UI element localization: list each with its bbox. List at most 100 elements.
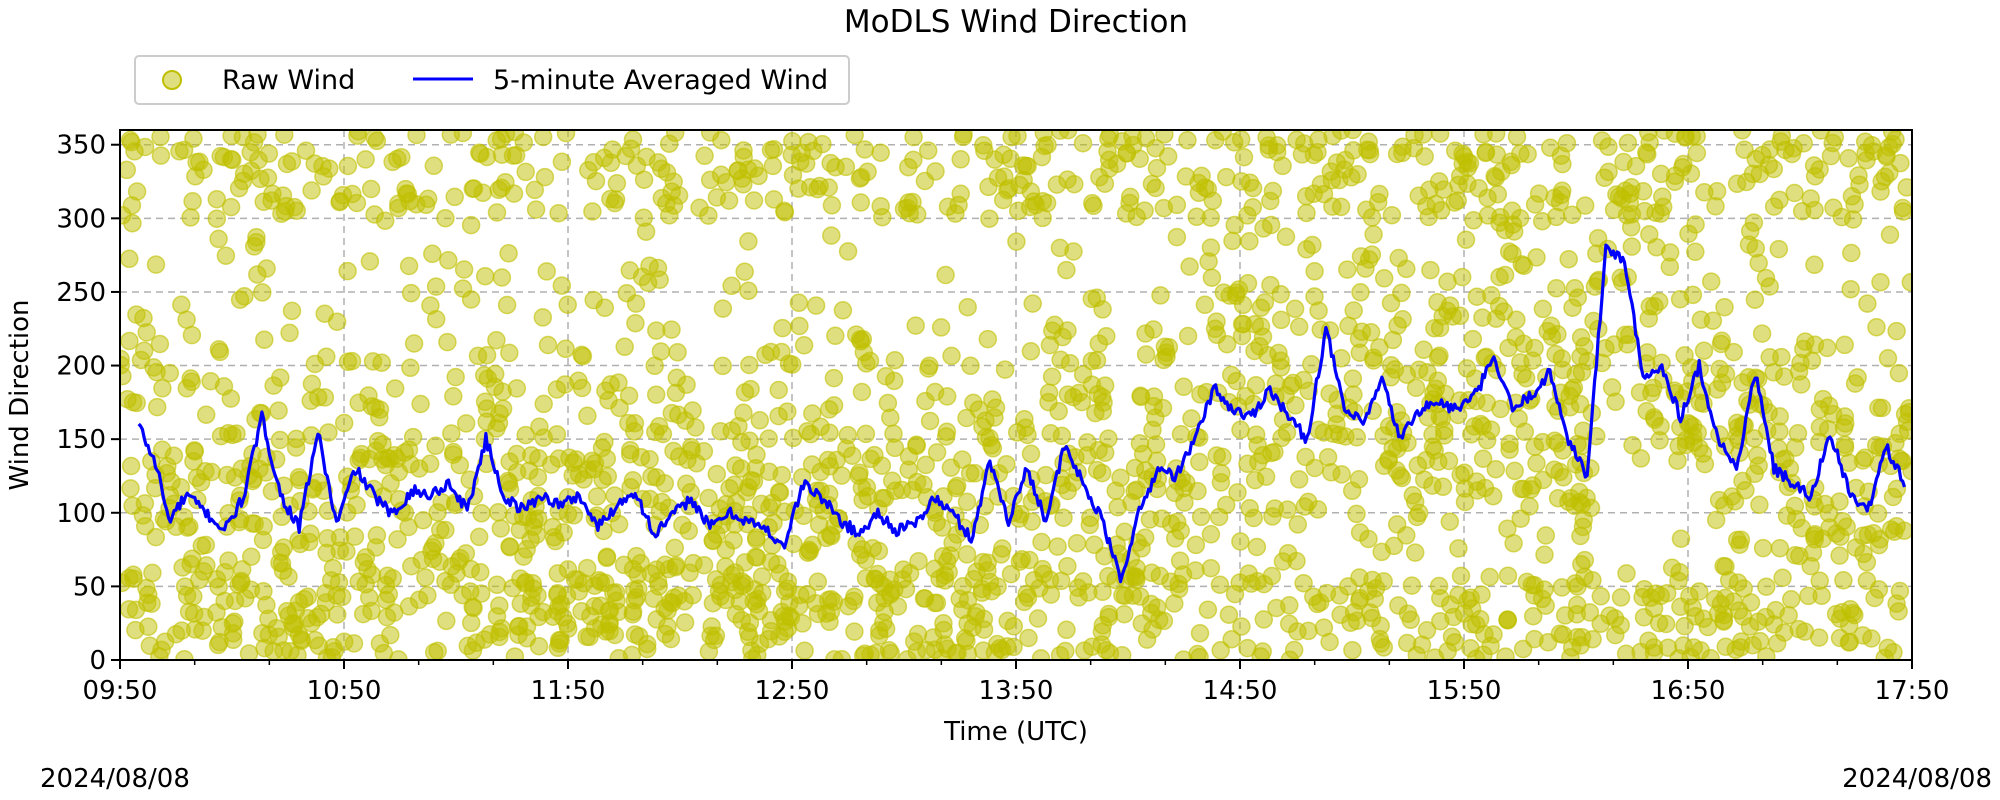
raw-wind-point — [1402, 576, 1422, 595]
raw-wind-point — [1287, 551, 1306, 571]
raw-wind-point — [1433, 477, 1453, 497]
raw-wind-point — [1653, 197, 1673, 217]
raw-wind-point — [619, 413, 638, 433]
raw-wind-point — [1228, 483, 1247, 502]
raw-wind-point — [647, 321, 666, 340]
raw-wind-point — [1098, 142, 1117, 161]
raw-wind-point — [1880, 225, 1900, 245]
raw-wind-point — [1021, 342, 1041, 361]
raw-wind-point — [791, 585, 810, 605]
raw-wind-point — [833, 301, 853, 320]
raw-wind-point — [313, 156, 332, 176]
raw-wind-point — [1099, 566, 1118, 586]
raw-wind-point — [1805, 255, 1824, 275]
raw-wind-point — [521, 530, 540, 549]
raw-wind-point — [1153, 398, 1173, 418]
raw-wind-point — [1308, 142, 1327, 162]
raw-wind-point — [1476, 143, 1495, 163]
raw-wind-point — [1505, 461, 1524, 481]
raw-wind-point — [244, 237, 264, 256]
raw-wind-point — [547, 380, 567, 399]
raw-wind-point — [596, 381, 615, 401]
raw-wind-point — [210, 632, 229, 652]
raw-wind-point — [916, 455, 936, 475]
raw-wind-point — [1341, 613, 1360, 632]
raw-wind-point — [773, 318, 792, 338]
raw-wind-point — [1347, 428, 1367, 447]
raw-wind-point — [250, 459, 269, 479]
raw-wind-point — [681, 437, 701, 457]
raw-wind-point — [503, 146, 523, 165]
raw-wind-point — [1350, 523, 1370, 542]
raw-wind-point — [1773, 568, 1792, 588]
raw-wind-point — [1649, 292, 1669, 311]
raw-wind-point — [764, 190, 784, 209]
raw-wind-point — [734, 141, 753, 160]
raw-wind-point — [365, 205, 384, 224]
raw-wind-point — [761, 140, 781, 160]
raw-wind-point — [1775, 449, 1795, 469]
raw-wind-point — [610, 398, 629, 418]
raw-wind-point — [1174, 377, 1193, 397]
raw-wind-point — [270, 430, 290, 450]
raw-wind-point — [547, 425, 567, 444]
raw-wind-point — [287, 201, 306, 220]
raw-wind-point — [1047, 175, 1067, 194]
raw-wind-point — [985, 643, 1005, 660]
raw-wind-point — [1769, 239, 1789, 259]
raw-wind-point — [305, 354, 325, 374]
raw-wind-point — [1087, 460, 1107, 480]
raw-wind-point — [500, 537, 520, 557]
raw-wind-point — [235, 287, 254, 306]
raw-wind-point — [1581, 498, 1601, 518]
raw-wind-point — [597, 548, 617, 568]
raw-wind-point — [121, 456, 141, 476]
raw-wind-point — [604, 583, 623, 603]
x-tick-label: 09:50 — [83, 676, 158, 706]
raw-wind-point — [538, 335, 558, 355]
raw-wind-point — [1012, 549, 1032, 569]
raw-wind-point — [665, 538, 685, 558]
raw-wind-point — [1372, 542, 1391, 562]
x-tick-label: 16:50 — [1651, 676, 1726, 706]
raw-wind-point — [1503, 244, 1522, 264]
raw-wind-point — [1294, 370, 1313, 390]
raw-wind-point — [1187, 207, 1206, 227]
raw-wind-point — [302, 374, 322, 394]
raw-wind-point — [843, 446, 862, 465]
raw-wind-point — [995, 360, 1015, 379]
raw-wind-point — [1452, 267, 1472, 287]
raw-wind-point — [1477, 431, 1497, 450]
raw-wind-point — [726, 493, 746, 512]
raw-wind-point — [1296, 186, 1316, 206]
raw-wind-point — [263, 184, 282, 204]
raw-wind-point — [662, 320, 681, 339]
raw-wind-point — [1288, 515, 1308, 534]
raw-wind-point — [135, 137, 155, 157]
raw-wind-point — [1295, 497, 1314, 516]
raw-wind-point — [319, 423, 338, 442]
raw-wind-point — [1841, 279, 1860, 299]
raw-wind-point — [899, 447, 919, 466]
raw-wind-point — [1227, 371, 1246, 391]
raw-wind-point — [675, 613, 695, 632]
raw-wind-point — [592, 615, 611, 635]
raw-wind-point — [343, 184, 362, 204]
raw-wind-point — [1559, 249, 1578, 269]
raw-wind-point — [442, 424, 461, 443]
raw-wind-point — [1056, 641, 1075, 660]
raw-wind-point — [209, 340, 229, 359]
raw-wind-point — [1034, 130, 1054, 143]
raw-wind-point — [1691, 641, 1710, 660]
raw-wind-point — [775, 612, 795, 631]
raw-wind-point — [461, 290, 481, 309]
raw-wind-point — [491, 519, 511, 538]
raw-wind-point — [120, 249, 139, 269]
raw-wind-point — [152, 640, 171, 660]
raw-wind-point — [565, 570, 585, 589]
raw-wind-point — [1504, 534, 1523, 553]
raw-wind-point — [1523, 351, 1542, 370]
raw-wind-point — [1701, 272, 1721, 291]
raw-wind-point — [514, 547, 533, 566]
raw-wind-point — [1231, 420, 1250, 440]
